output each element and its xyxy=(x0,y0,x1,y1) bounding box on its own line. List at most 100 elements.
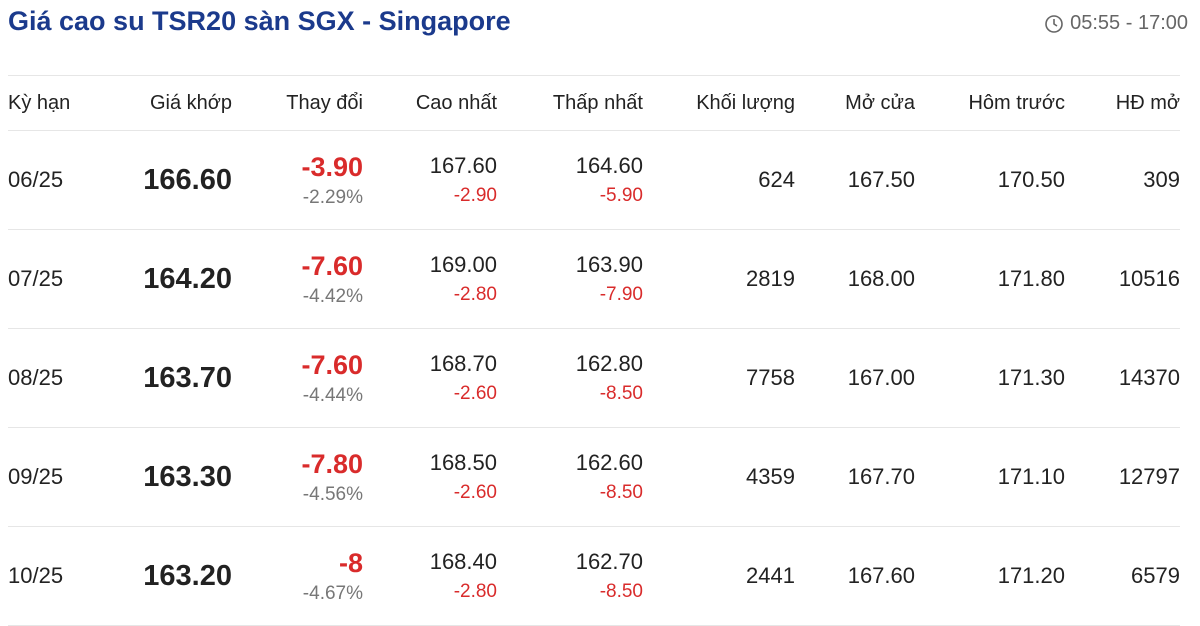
cell: 167.60 xyxy=(795,526,915,626)
low-change: -8.50 xyxy=(599,482,643,503)
open-interest: 10516 xyxy=(1118,266,1180,291)
cell: 167.60 -2.90 xyxy=(363,130,497,230)
cell: 171.30 xyxy=(915,328,1065,428)
open-interest: 6579 xyxy=(1131,563,1180,588)
low-change: -8.50 xyxy=(599,581,643,602)
column-header: Thay đổi xyxy=(232,75,363,131)
high: 169.00 xyxy=(429,252,497,277)
page-title: Giá cao su TSR20 sàn SGX - Singapore xyxy=(8,6,511,36)
change-percent: -4.67% xyxy=(302,582,363,604)
volume: 7758 xyxy=(746,365,795,390)
cell: 2441 xyxy=(643,526,795,626)
cell: 166.60 xyxy=(128,130,232,230)
previous-close: 171.80 xyxy=(997,266,1065,291)
cell: 7758 xyxy=(643,328,795,428)
volume: 4359 xyxy=(746,464,795,489)
cell: 162.70 -8.50 xyxy=(497,526,643,626)
cell: 171.10 xyxy=(915,427,1065,527)
cell: -7.80 -4.56% xyxy=(232,427,363,527)
cell: 167.00 xyxy=(795,328,915,428)
column-header: Cao nhất xyxy=(363,75,497,131)
data-row: 06/25 166.60 -3.90 -2.29% 167.60 -2.90 164.60 -… xyxy=(8,130,1180,230)
term: 06/25 xyxy=(8,167,64,192)
cell: 6579 xyxy=(1065,526,1180,626)
cell: 07/25 xyxy=(8,229,128,329)
cell: 168.40 -2.80 xyxy=(363,526,497,626)
low: 162.60 xyxy=(575,450,643,475)
high: 167.60 xyxy=(429,153,497,178)
high-change: -2.90 xyxy=(453,185,497,206)
column-header: Hôm trước xyxy=(915,75,1065,131)
cell: -3.90 -2.29% xyxy=(232,130,363,230)
match-price: 163.30 xyxy=(143,460,232,493)
cell: -8 -4.67% xyxy=(232,526,363,626)
change-percent: -2.29% xyxy=(302,186,363,208)
change: -7.60 xyxy=(301,250,363,281)
high: 168.50 xyxy=(429,450,497,475)
change-percent: -4.44% xyxy=(302,384,363,406)
cell: 171.20 xyxy=(915,526,1065,626)
term: 08/25 xyxy=(8,365,64,390)
open-interest: 309 xyxy=(1143,167,1180,192)
change-percent: -4.56% xyxy=(302,483,363,505)
high-change: -2.80 xyxy=(453,581,497,602)
low: 164.60 xyxy=(575,153,643,178)
open: 168.00 xyxy=(847,266,915,291)
volume: 624 xyxy=(758,167,795,192)
cell: 309 xyxy=(1065,130,1180,230)
cell: 12797 xyxy=(1065,427,1180,527)
term: 09/25 xyxy=(8,464,64,489)
previous-close: 170.50 xyxy=(997,167,1065,192)
data-row: 08/25 163.70 -7.60 -4.44% 168.70 -2.60 162.80 -… xyxy=(8,328,1180,428)
term: 07/25 xyxy=(8,266,64,291)
open: 167.00 xyxy=(847,365,915,390)
cell: 163.30 xyxy=(128,427,232,527)
match-price: 163.20 xyxy=(143,559,232,592)
low: 162.80 xyxy=(575,351,643,376)
column-header: Kỳ hạn xyxy=(8,75,128,131)
cell: 162.80 -8.50 xyxy=(497,328,643,428)
low-change: -8.50 xyxy=(599,383,643,404)
change: -7.80 xyxy=(301,448,363,479)
cell: -7.60 -4.44% xyxy=(232,328,363,428)
cell: 09/25 xyxy=(8,427,128,527)
cell: 162.60 -8.50 xyxy=(497,427,643,527)
cell: 167.70 xyxy=(795,427,915,527)
cell: 2819 xyxy=(643,229,795,329)
high-change: -2.60 xyxy=(453,482,497,503)
cell: 14370 xyxy=(1065,328,1180,428)
cell: 168.50 -2.60 xyxy=(363,427,497,527)
column-header: HĐ mở xyxy=(1065,75,1180,131)
previous-close: 171.20 xyxy=(997,563,1065,588)
cell: 167.50 xyxy=(795,130,915,230)
cell: 169.00 -2.80 xyxy=(363,229,497,329)
low-change: -7.90 xyxy=(599,284,643,305)
high-change: -2.60 xyxy=(453,383,497,404)
time-range: 05:55 - 17:00 xyxy=(1044,12,1188,35)
previous-close: 171.30 xyxy=(997,365,1065,390)
match-price: 166.60 xyxy=(143,163,232,196)
match-price: 164.20 xyxy=(143,262,232,295)
header-row: Kỳ hạn Giá khớp Thay đổi Cao nhất Thấp nhất K… xyxy=(8,75,1180,131)
low: 163.90 xyxy=(575,252,643,277)
low: 162.70 xyxy=(575,549,643,574)
price-table: Kỳ hạn Giá khớp Thay đổi Cao nhất Thấp nhất K… xyxy=(8,75,1180,626)
high: 168.70 xyxy=(429,351,497,376)
high: 168.40 xyxy=(429,549,497,574)
cell: 170.50 xyxy=(915,130,1065,230)
cell: 168.00 xyxy=(795,229,915,329)
column-header: Mở cửa xyxy=(795,75,915,131)
change: -7.60 xyxy=(301,349,363,380)
data-row: 07/25 164.20 -7.60 -4.42% 169.00 -2.80 163.90 -… xyxy=(8,229,1180,329)
low-change: -5.90 xyxy=(599,185,643,206)
volume: 2441 xyxy=(746,563,795,588)
cell: 168.70 -2.60 xyxy=(363,328,497,428)
term: 10/25 xyxy=(8,563,64,588)
cell: 4359 xyxy=(643,427,795,527)
cell: 08/25 xyxy=(8,328,128,428)
column-header: Thấp nhất xyxy=(497,75,643,131)
time-text: 05:55 - 17:00 xyxy=(1070,12,1188,34)
cell: -7.60 -4.42% xyxy=(232,229,363,329)
clock-icon xyxy=(1045,14,1063,33)
